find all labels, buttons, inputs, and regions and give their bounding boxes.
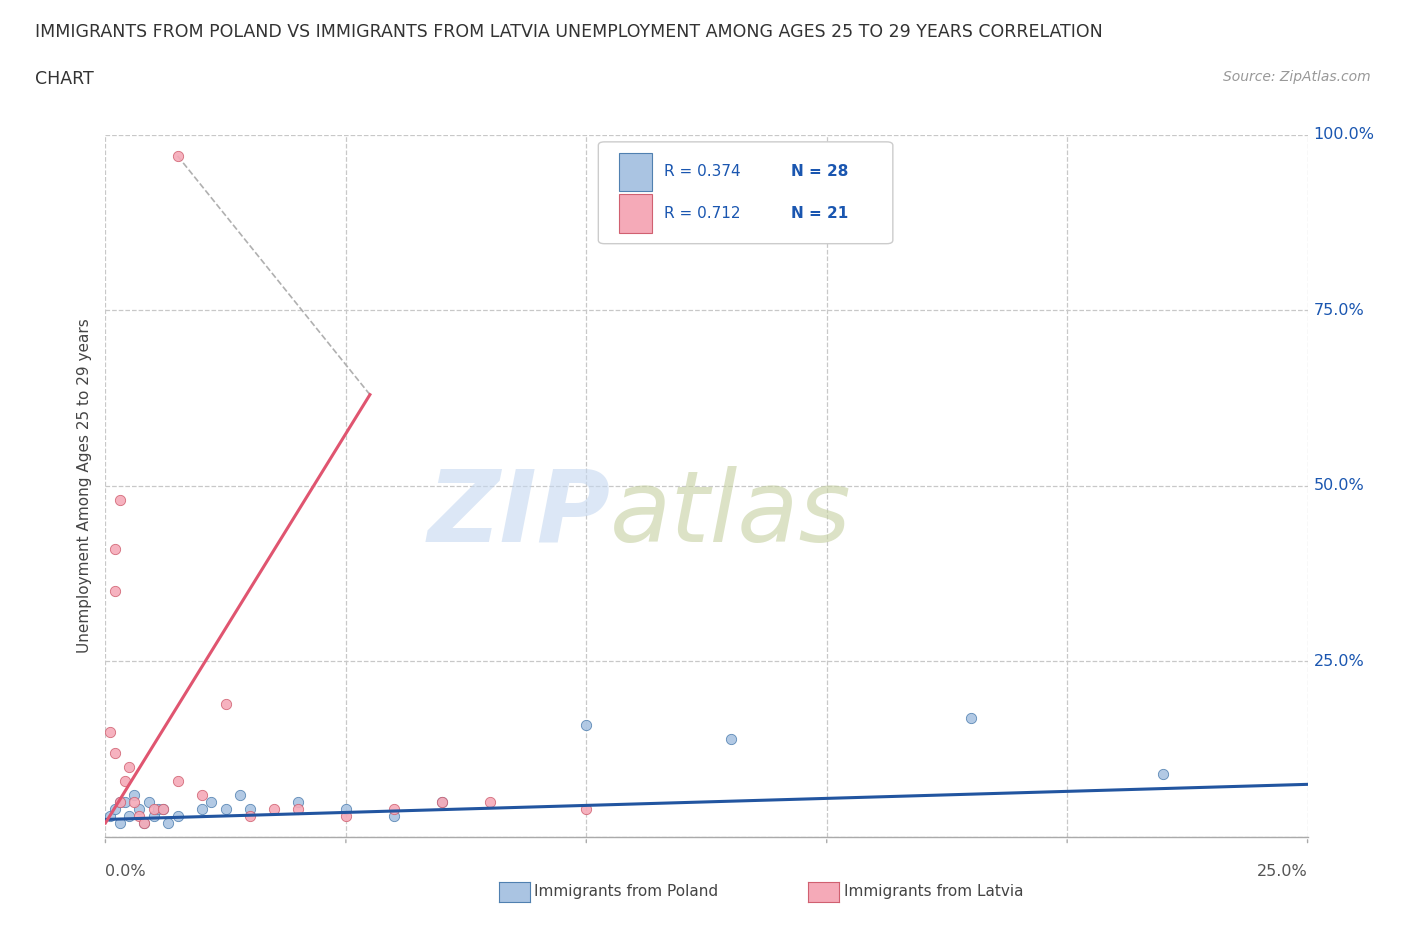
Point	[382, 802, 405, 817]
Text: atlas: atlas	[610, 466, 852, 563]
Text: CHART: CHART	[35, 70, 94, 87]
Bar	[619, 153, 652, 192]
Point	[214, 697, 236, 711]
Point	[128, 808, 150, 823]
Point	[720, 731, 742, 746]
Point	[430, 794, 453, 809]
Point	[287, 802, 309, 817]
Point	[214, 802, 236, 817]
Text: Source: ZipAtlas.com: Source: ZipAtlas.com	[1223, 70, 1371, 84]
Point	[166, 149, 188, 164]
Point	[960, 711, 983, 725]
Text: R = 0.712: R = 0.712	[665, 206, 741, 221]
Point	[108, 794, 131, 809]
Point	[104, 541, 127, 556]
Point	[98, 724, 121, 739]
Point	[200, 794, 222, 809]
Text: 50.0%: 50.0%	[1313, 478, 1364, 494]
Point	[190, 788, 212, 803]
Text: 25.0%: 25.0%	[1257, 864, 1308, 879]
Text: N = 21: N = 21	[790, 206, 848, 221]
Point	[287, 794, 309, 809]
Point	[108, 493, 131, 508]
Y-axis label: Unemployment Among Ages 25 to 29 years: Unemployment Among Ages 25 to 29 years	[77, 319, 93, 653]
Point	[124, 794, 146, 809]
Text: 0.0%: 0.0%	[105, 864, 146, 879]
Text: Immigrants from Latvia: Immigrants from Latvia	[844, 884, 1024, 899]
Point	[166, 774, 188, 789]
Point	[382, 808, 405, 823]
Bar	[619, 194, 652, 232]
FancyBboxPatch shape	[599, 142, 893, 244]
Point	[124, 788, 146, 803]
Text: 75.0%: 75.0%	[1313, 303, 1364, 318]
Point	[104, 584, 127, 599]
Point	[190, 802, 212, 817]
Point	[263, 802, 285, 817]
Point	[575, 802, 598, 817]
Text: N = 28: N = 28	[790, 165, 848, 179]
Point	[104, 745, 127, 760]
Point	[575, 717, 598, 732]
Text: ZIP: ZIP	[427, 466, 610, 563]
Point	[114, 774, 136, 789]
Point	[108, 794, 131, 809]
Point	[142, 802, 165, 817]
Point	[118, 808, 141, 823]
Point	[142, 808, 165, 823]
Point	[128, 802, 150, 817]
Point	[239, 802, 262, 817]
Point	[229, 788, 252, 803]
Point	[239, 808, 262, 823]
Point	[132, 816, 155, 830]
Point	[166, 808, 188, 823]
Point	[1152, 766, 1174, 781]
Point	[148, 802, 170, 817]
Text: 100.0%: 100.0%	[1313, 127, 1375, 142]
Point	[104, 802, 127, 817]
Point	[335, 808, 357, 823]
Point	[430, 794, 453, 809]
Point	[108, 816, 131, 830]
Point	[132, 816, 155, 830]
Point	[479, 794, 502, 809]
Point	[152, 802, 174, 817]
Text: 25.0%: 25.0%	[1313, 654, 1364, 669]
Point	[118, 759, 141, 774]
Point	[156, 816, 179, 830]
Text: Immigrants from Poland: Immigrants from Poland	[534, 884, 718, 899]
Point	[152, 802, 174, 817]
Point	[138, 794, 160, 809]
Text: R = 0.374: R = 0.374	[665, 165, 741, 179]
Point	[335, 802, 357, 817]
Point	[114, 794, 136, 809]
Point	[98, 808, 121, 823]
Text: IMMIGRANTS FROM POLAND VS IMMIGRANTS FROM LATVIA UNEMPLOYMENT AMONG AGES 25 TO 2: IMMIGRANTS FROM POLAND VS IMMIGRANTS FRO…	[35, 23, 1102, 41]
